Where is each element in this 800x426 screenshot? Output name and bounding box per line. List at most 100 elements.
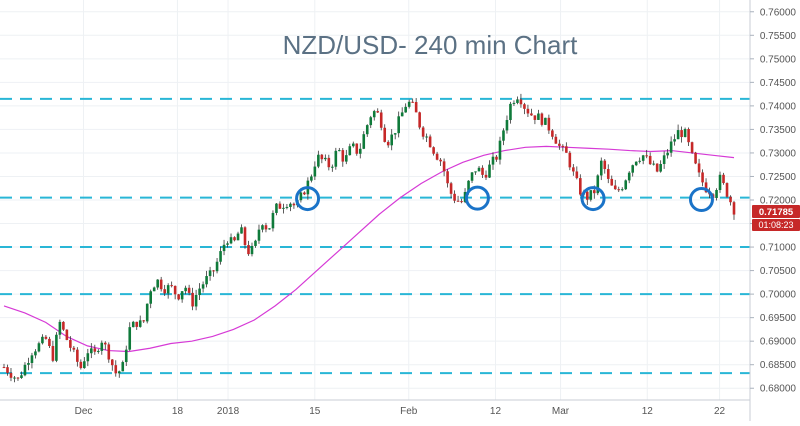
candle-body (683, 129, 687, 138)
price-tick-label: 0.75500 (760, 31, 797, 42)
price-tick-label: 0.74500 (760, 78, 797, 89)
candle-body (613, 185, 617, 190)
candle-body (317, 154, 320, 167)
candle-body (393, 133, 397, 135)
candle-body (659, 163, 662, 172)
candle-body (41, 336, 44, 344)
candle-body (617, 189, 621, 191)
candle-body (544, 117, 547, 125)
grid-layer (0, 0, 750, 400)
candle-body (313, 166, 317, 177)
candle-body (344, 155, 348, 162)
candle-body (282, 207, 285, 209)
support-touch-circle (580, 186, 606, 212)
candle-body (90, 348, 93, 354)
candle-body (460, 201, 463, 203)
candle-body (268, 228, 271, 230)
time-tick-label: 12 (642, 406, 654, 417)
candle-body (411, 101, 414, 103)
candle-body (599, 160, 603, 176)
candle-body (341, 150, 345, 162)
time-axis: Dec 18 2018 15 Feb 12 Mar 12 22 (75, 406, 726, 417)
candle-body (219, 251, 222, 262)
price-tags: 0.71785 01:08:23 (752, 205, 800, 231)
candle-body (128, 327, 132, 350)
candle-body (55, 334, 58, 361)
candle-body (303, 192, 306, 195)
candle-body (592, 190, 596, 194)
candle-body (243, 227, 247, 246)
candle-body (100, 342, 104, 351)
candle-body (257, 229, 261, 241)
candle-body (634, 161, 638, 166)
candle-body (247, 245, 250, 255)
candle-body (561, 145, 565, 147)
price-tick-label: 0.75000 (760, 54, 797, 65)
candle-body (86, 353, 90, 362)
candle-body (27, 363, 30, 365)
time-tick-label: 12 (490, 406, 502, 417)
candle-body (725, 183, 729, 197)
candle-body (170, 285, 173, 287)
support-resistance-lines (0, 97, 750, 375)
candle-body (554, 136, 558, 144)
candle-body (177, 294, 180, 300)
candle-body (156, 279, 159, 288)
candle-body (648, 155, 652, 165)
price-tick-label: 0.70500 (760, 266, 797, 277)
candle-body (278, 203, 282, 209)
price-tick-label: 0.69000 (760, 337, 797, 348)
candle-body (76, 349, 79, 362)
candle-body (254, 240, 257, 246)
candle-body (2, 367, 6, 369)
candle-body (579, 178, 582, 195)
candle-body (233, 237, 236, 241)
price-axis: 0.68000 0.68500 0.69000 0.69500 0.70000 0.705… (750, 7, 797, 395)
candle-body (652, 163, 655, 165)
candle-body (547, 117, 551, 131)
candle-body (575, 171, 579, 179)
candle-body (62, 321, 65, 330)
candle-body (638, 160, 641, 162)
support-touch-circle (688, 187, 714, 213)
candle-body (425, 136, 428, 138)
candle-body (358, 148, 362, 154)
candle-body (44, 336, 48, 339)
candle-body (348, 146, 352, 156)
candle-body (453, 193, 456, 201)
candle-body (565, 146, 568, 153)
candle-body (718, 174, 722, 190)
time-tick-label: Mar (552, 406, 570, 417)
candle-body (20, 375, 23, 378)
time-tick-label: Dec (75, 406, 93, 417)
candle-body (250, 245, 254, 255)
price-tick-label: 0.71000 (760, 243, 797, 254)
candle-body (121, 362, 125, 372)
candle-body (519, 99, 523, 105)
candle-body (662, 155, 666, 164)
time-tick-label: 18 (172, 406, 184, 417)
price-tick-label: 0.76000 (760, 7, 797, 18)
candle-body (439, 159, 442, 162)
candle-body (16, 377, 20, 379)
candle-body (310, 176, 313, 181)
candle-body (236, 233, 240, 241)
candle-body (6, 367, 9, 373)
candle-body (275, 203, 278, 213)
candle-body (97, 350, 100, 352)
candle-body (676, 130, 680, 140)
candle-body (9, 372, 13, 378)
candle-body (666, 152, 669, 156)
candle-body (690, 142, 694, 153)
candle-body (292, 203, 296, 206)
candle-body (687, 129, 690, 143)
candle-body (48, 338, 51, 346)
last-price-tag (752, 205, 800, 218)
candle-body (442, 161, 446, 172)
candle-body (390, 134, 394, 146)
candle-body (138, 320, 142, 327)
candle-body (187, 287, 191, 293)
candle-body (641, 155, 645, 161)
price-tick-label: 0.68500 (760, 360, 797, 371)
candle-body (586, 191, 589, 200)
